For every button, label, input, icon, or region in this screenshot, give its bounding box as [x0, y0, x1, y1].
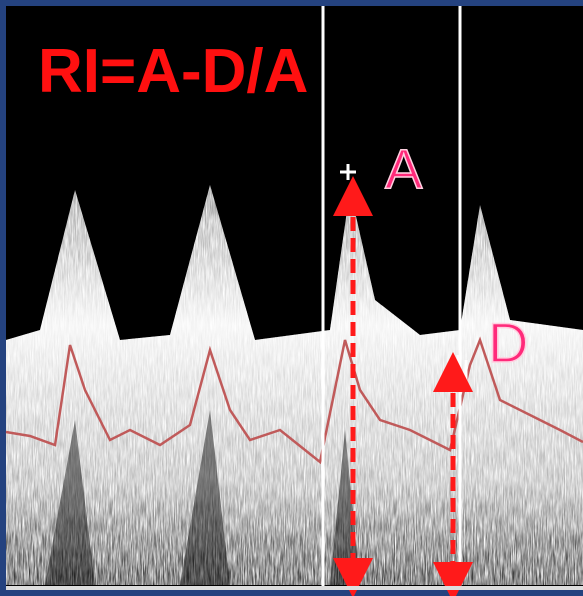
- diastole-label: D: [488, 311, 528, 374]
- doppler-figure: RI=A-D/A A D: [0, 0, 583, 596]
- bottom-strip: [6, 586, 583, 590]
- formula: RI=A-D/A: [38, 37, 308, 106]
- peak-label: A: [385, 137, 423, 200]
